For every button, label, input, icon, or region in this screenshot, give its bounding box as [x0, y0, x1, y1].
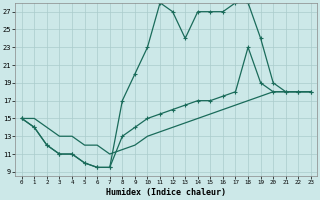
- X-axis label: Humidex (Indice chaleur): Humidex (Indice chaleur): [106, 188, 226, 197]
